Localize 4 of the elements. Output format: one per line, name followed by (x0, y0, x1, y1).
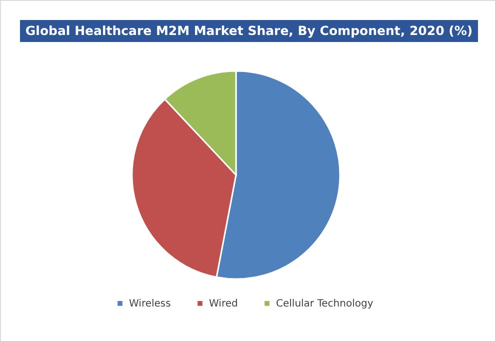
legend-label: Wireless (129, 298, 171, 310)
chart-title: Global Healthcare M2M Market Share, By Component, 2020 (%) (25, 23, 473, 38)
legend-label: Cellular Technology (276, 298, 374, 310)
legend-label: Wired (209, 298, 238, 310)
